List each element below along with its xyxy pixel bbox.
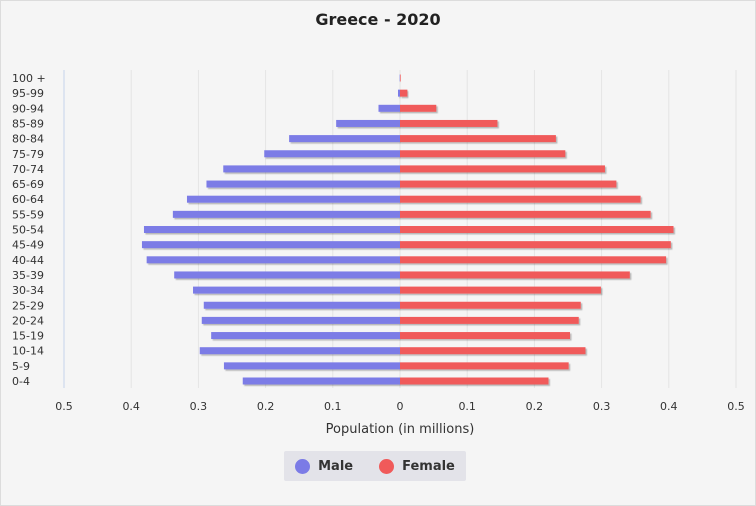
- age-label: 75-79: [12, 148, 44, 161]
- male-bar[interactable]: [336, 119, 400, 127]
- x-tick-label: 0.5: [55, 400, 73, 413]
- male-bar[interactable]: [289, 135, 400, 143]
- x-tick-label: 0.5: [727, 400, 745, 413]
- age-label: 85-89: [12, 117, 44, 130]
- chart-title: Greece - 2020: [315, 10, 441, 29]
- age-label: 90-94: [12, 102, 44, 115]
- x-tick-label: 0.2: [257, 400, 275, 413]
- bars-layer: [141, 74, 674, 385]
- male-bar[interactable]: [223, 362, 400, 370]
- male-bar[interactable]: [206, 180, 400, 188]
- x-tick-label: 0.3: [593, 400, 611, 413]
- male-bar[interactable]: [201, 316, 400, 324]
- female-bar[interactable]: [400, 347, 586, 355]
- female-bar[interactable]: [400, 226, 674, 233]
- x-tick-label: 0.1: [324, 400, 342, 413]
- female-bar[interactable]: [400, 135, 556, 143]
- female-bar[interactable]: [400, 316, 579, 324]
- female-bar[interactable]: [400, 180, 617, 188]
- age-label: 0-4: [12, 375, 30, 388]
- male-bar[interactable]: [223, 165, 400, 173]
- x-tick-label: 0: [397, 400, 404, 413]
- x-tick-label: 0.2: [526, 400, 544, 413]
- male-bar[interactable]: [378, 104, 400, 112]
- age-label: 45-49: [12, 239, 44, 252]
- male-bar[interactable]: [146, 256, 400, 264]
- female-bar[interactable]: [400, 332, 571, 340]
- age-label: 10-14: [12, 345, 44, 358]
- age-label: 80-84: [12, 133, 44, 146]
- male-bar[interactable]: [172, 210, 400, 218]
- female-bar[interactable]: [400, 210, 651, 218]
- x-tick-labels: 0.5 0.4 0.3 0.2 0.1 0 0.1 0.2 0.3 0.4 0.5: [55, 400, 745, 413]
- male-bar[interactable]: [242, 377, 400, 385]
- male-dot-icon: [295, 458, 311, 474]
- age-label: 20-24: [12, 314, 44, 327]
- female-bar[interactable]: [400, 195, 641, 203]
- age-label: 35-39: [12, 269, 44, 282]
- age-label: 100 +: [12, 72, 46, 85]
- legend: Male Female: [284, 451, 466, 481]
- age-label: 25-29: [12, 299, 44, 312]
- male-bar[interactable]: [143, 226, 400, 233]
- male-bar[interactable]: [203, 301, 400, 309]
- x-tick-label: 0.1: [458, 400, 476, 413]
- female-bar[interactable]: [400, 89, 408, 97]
- female-bar[interactable]: [400, 119, 498, 127]
- male-bar[interactable]: [193, 286, 400, 294]
- age-label: 40-44: [12, 254, 44, 267]
- female-bar[interactable]: [400, 301, 581, 309]
- female-bar[interactable]: [400, 104, 437, 112]
- age-label: 55-59: [12, 208, 44, 221]
- male-bar[interactable]: [141, 241, 400, 249]
- x-tick-label: 0.4: [122, 400, 140, 413]
- male-bar[interactable]: [199, 347, 400, 355]
- female-bar[interactable]: [400, 377, 549, 385]
- female-bar[interactable]: [400, 256, 667, 264]
- age-label: 5-9: [12, 360, 30, 373]
- age-label: 60-64: [12, 193, 44, 206]
- x-tick-label: 0.4: [660, 400, 678, 413]
- age-label: 15-19: [12, 330, 44, 343]
- female-bar[interactable]: [400, 286, 601, 294]
- female-bar[interactable]: [400, 165, 605, 173]
- age-label: 50-54: [12, 224, 44, 237]
- x-tick-label: 0.3: [190, 400, 208, 413]
- age-label: 70-74: [12, 163, 44, 176]
- male-bar[interactable]: [174, 271, 400, 279]
- female-bar[interactable]: [400, 150, 566, 158]
- female-dot-icon: [379, 458, 395, 474]
- male-bar[interactable]: [186, 195, 400, 203]
- male-bar[interactable]: [211, 332, 400, 340]
- legend-female-label: Female: [402, 458, 455, 474]
- female-bar[interactable]: [400, 362, 569, 370]
- legend-item-female[interactable]: Female: [379, 458, 455, 474]
- x-axis-title: Population (in millions): [326, 422, 475, 437]
- female-bar[interactable]: [400, 74, 401, 82]
- legend-item-male[interactable]: Male: [295, 458, 354, 474]
- male-bar[interactable]: [264, 150, 400, 158]
- female-bar[interactable]: [400, 271, 630, 279]
- male-bar[interactable]: [397, 89, 400, 97]
- female-bar[interactable]: [400, 241, 671, 249]
- age-labels: 100 + 95-99 90-94 85-89 80-84 75-79 70-74 65-69…: [12, 72, 46, 388]
- age-label: 95-99: [12, 87, 44, 100]
- age-label: 30-34: [12, 284, 44, 297]
- age-label: 65-69: [12, 178, 44, 191]
- legend-male-label: Male: [318, 458, 354, 474]
